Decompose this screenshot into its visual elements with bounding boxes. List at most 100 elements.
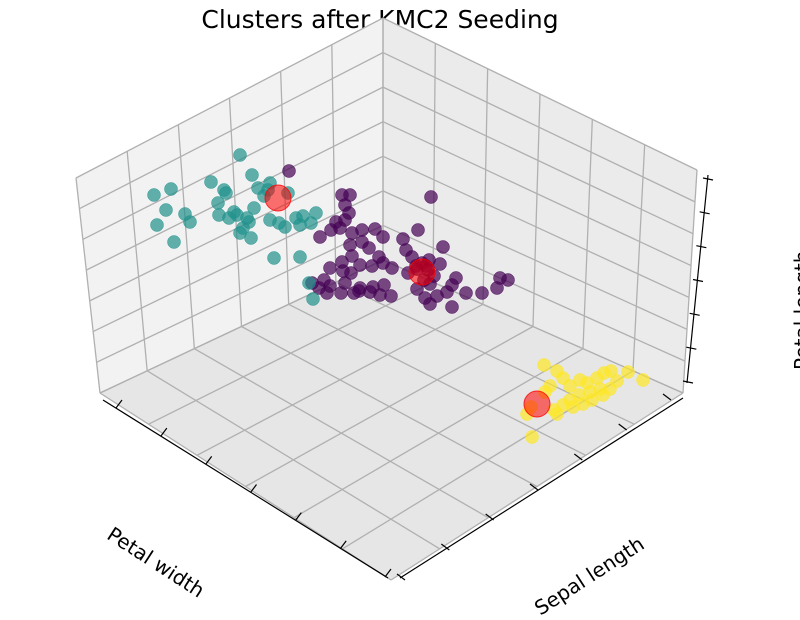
right-pane [383, 18, 697, 393]
grid-line [177, 124, 195, 349]
grid-line [148, 281, 434, 425]
data-point-cluster-1 [233, 148, 247, 162]
cluster-centers [264, 184, 551, 418]
data-point-cluster-1 [278, 220, 292, 234]
grid-line [96, 224, 384, 363]
data-point-cluster-0 [376, 230, 390, 244]
data-point-cluster-1 [167, 235, 181, 249]
x-axis-tick [205, 455, 213, 465]
data-point-cluster-1 [222, 211, 236, 225]
data-point-cluster-0 [347, 286, 361, 300]
data-point-cluster-0 [355, 223, 369, 237]
data-point-cluster-0 [490, 281, 504, 295]
grid-line [92, 190, 384, 333]
grid-line [75, 17, 384, 179]
z-axis-tick [682, 380, 694, 384]
data-point-cluster-1 [293, 250, 307, 264]
data-point-cluster-1 [147, 188, 161, 202]
grid-line [382, 17, 698, 171]
data-point-cluster-0 [433, 257, 447, 271]
data-point-cluster-0 [475, 286, 489, 300]
x-axis-tick [294, 512, 302, 522]
x-axis-tick [250, 484, 257, 493]
data-point-cluster-0 [282, 164, 296, 178]
grid-line [85, 121, 384, 271]
data-point-cluster-0 [334, 286, 348, 300]
data-point-cluster-0 [333, 221, 347, 235]
grid-line [632, 144, 646, 371]
grid-line [293, 348, 584, 519]
data-point-cluster-1 [309, 206, 323, 220]
data-point-cluster-0 [385, 261, 399, 275]
data-point-cluster-1 [244, 231, 258, 245]
y-axis-tick [529, 483, 539, 491]
left-pane [76, 18, 383, 393]
data-point-cluster-0 [411, 223, 425, 237]
data-point-cluster-0 [384, 289, 398, 303]
data-point-cluster-2 [603, 382, 617, 396]
z-axis-tick [696, 245, 707, 249]
z-axis-tick [699, 211, 710, 215]
y-axis-tick [573, 453, 583, 461]
data-point-cluster-1 [150, 218, 164, 232]
data-point-cluster-2 [604, 364, 618, 378]
scatter-3d-chart [75, 17, 714, 581]
grid-line [331, 44, 337, 283]
grid-line [532, 93, 541, 327]
data-point-cluster-1 [164, 182, 178, 196]
z-axis-tick [702, 177, 714, 181]
grid-line [382, 86, 694, 235]
grid-line [382, 51, 696, 203]
data-point-cluster-0 [343, 238, 357, 252]
grid-line [196, 303, 484, 456]
data-point-cluster-1 [293, 218, 307, 232]
data-point-cluster-2 [525, 430, 539, 444]
data-point-cluster-0 [344, 266, 358, 280]
data-point-cluster-1 [267, 251, 281, 265]
data-point-cluster-1 [219, 186, 233, 200]
data-point-cluster-1 [302, 276, 316, 290]
data-point-cluster-0 [445, 300, 459, 314]
grid-line [126, 151, 148, 371]
grid-line [382, 224, 686, 362]
y-axis-tick [396, 573, 406, 581]
grid-line [382, 121, 692, 267]
axis-lines [102, 174, 714, 581]
x-axis-tick [384, 568, 392, 578]
data-point-cluster-0 [501, 273, 515, 287]
data-point-cluster-0 [362, 241, 376, 255]
data-point-cluster-1 [183, 215, 197, 229]
grid-line [99, 259, 384, 394]
grid-line [75, 177, 101, 394]
data-point-cluster-0 [445, 278, 459, 292]
data-point-cluster-0 [459, 286, 473, 300]
z-axis-tick [686, 346, 697, 350]
data-point-cluster-1 [211, 196, 225, 210]
data-point-cluster-0 [313, 230, 327, 244]
data-point-cluster-0 [424, 190, 438, 204]
data-point-cluster-0 [423, 297, 437, 311]
data-point-cluster-0 [436, 240, 450, 254]
y-axis-tick [662, 393, 672, 401]
z-axis-label: Petal length [790, 250, 800, 370]
grid-line [682, 169, 698, 394]
y-axis-tick [618, 423, 628, 431]
data-point-cluster-2 [621, 365, 635, 379]
data-point-cluster-0 [323, 261, 337, 275]
grid-line [382, 190, 688, 330]
grid-line [245, 325, 534, 488]
cluster-center-0 [264, 184, 292, 212]
y-axis-tick [440, 543, 450, 551]
x-axis-tick [339, 540, 347, 550]
data-point-cluster-1 [204, 175, 218, 189]
data-point-cluster-2 [537, 358, 551, 372]
floor-pane [100, 260, 683, 580]
grid-line [582, 119, 593, 349]
grid-line [79, 51, 384, 210]
grid-line [382, 155, 690, 299]
grid-line [390, 392, 684, 581]
grid-lines [75, 17, 698, 581]
grid-line [482, 68, 489, 305]
x-axis-tick [160, 427, 168, 437]
x-axis-tick [115, 399, 123, 409]
